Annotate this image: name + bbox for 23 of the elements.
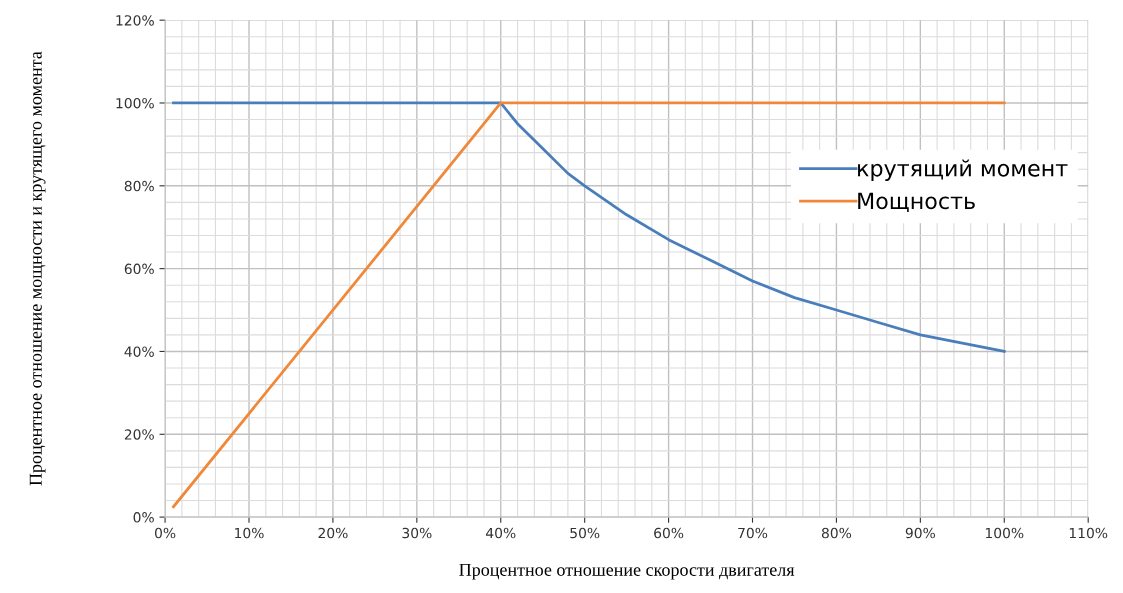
x-axis-title: Процентное отношение скорости двигателя: [459, 563, 795, 580]
x-tick-label: 10%: [235, 527, 264, 539]
legend-label: Мощность: [858, 192, 975, 212]
x-tick-label: 30%: [402, 527, 432, 539]
y-tick-label: 60%: [124, 263, 154, 275]
y-tick-label: 20%: [124, 429, 154, 440]
y-tick-label: 80%: [124, 180, 154, 192]
y-tick-label: 0%: [133, 512, 154, 523]
x-tick-label: 70%: [738, 527, 768, 539]
x-tick-label: 100%: [985, 527, 1024, 539]
x-tick-label: 50%: [570, 527, 600, 539]
x-tick-label: 60%: [654, 527, 684, 539]
x-tick-label: 20%: [318, 527, 348, 539]
y-tick-label: 100%: [116, 97, 154, 109]
legend-label: крутящий момент: [858, 159, 1068, 181]
x-tick-label: 40%: [486, 527, 516, 539]
x-tick-label: 90%: [905, 527, 936, 539]
y-tick-label: 120%: [116, 15, 154, 26]
x-tick-label: 80%: [821, 527, 852, 539]
x-tick-label: 0%: [154, 527, 176, 539]
y-tick-label: 40%: [124, 346, 154, 357]
x-tick-label: 110%: [1069, 527, 1108, 539]
y-axis-title: Процентное отношение мощности и крутящего момента: [29, 51, 46, 486]
